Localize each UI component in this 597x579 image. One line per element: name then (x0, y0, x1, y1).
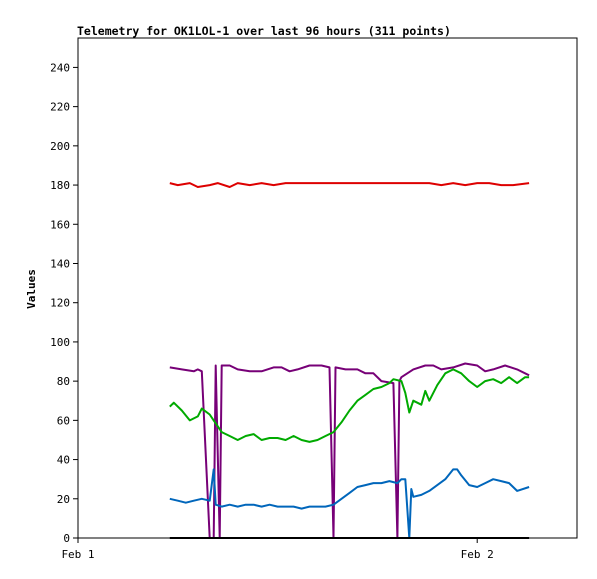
y-tick-label: 140 (50, 257, 70, 270)
plot-area (77, 37, 578, 539)
x-tick-label: Feb 2 (461, 548, 494, 561)
y-tick-label: 200 (50, 140, 70, 153)
series-line-2 (169, 362, 530, 539)
series-line-4 (169, 468, 530, 539)
y-axis: 0 20 40 60 80 100 120 140 160 180 200 220 240 (50, 61, 78, 545)
y-tick-label: 80 (57, 375, 70, 388)
x-tick-label: Feb 1 (61, 548, 94, 561)
y-tick-label: 0 (63, 532, 70, 545)
y-tick-label: 20 (57, 493, 70, 506)
y-tick-label: 40 (57, 454, 70, 467)
x-axis: Feb 1 Feb 2 (61, 538, 494, 561)
y-tick-label: 240 (50, 61, 70, 74)
y-tick-label: 100 (50, 336, 70, 349)
y-tick-label: 220 (50, 101, 70, 114)
series-line-3 (169, 368, 530, 443)
y-tick-label: 180 (50, 179, 70, 192)
series-layer (169, 182, 530, 539)
y-tick-label: 120 (50, 297, 70, 310)
series-line-1 (169, 182, 530, 188)
y-axis-label: Values (25, 269, 38, 309)
chart-title: Telemetry for OK1LOL-1 over last 96 hour… (77, 24, 451, 38)
y-tick-label: 60 (57, 414, 70, 427)
y-tick-label: 160 (50, 218, 70, 231)
